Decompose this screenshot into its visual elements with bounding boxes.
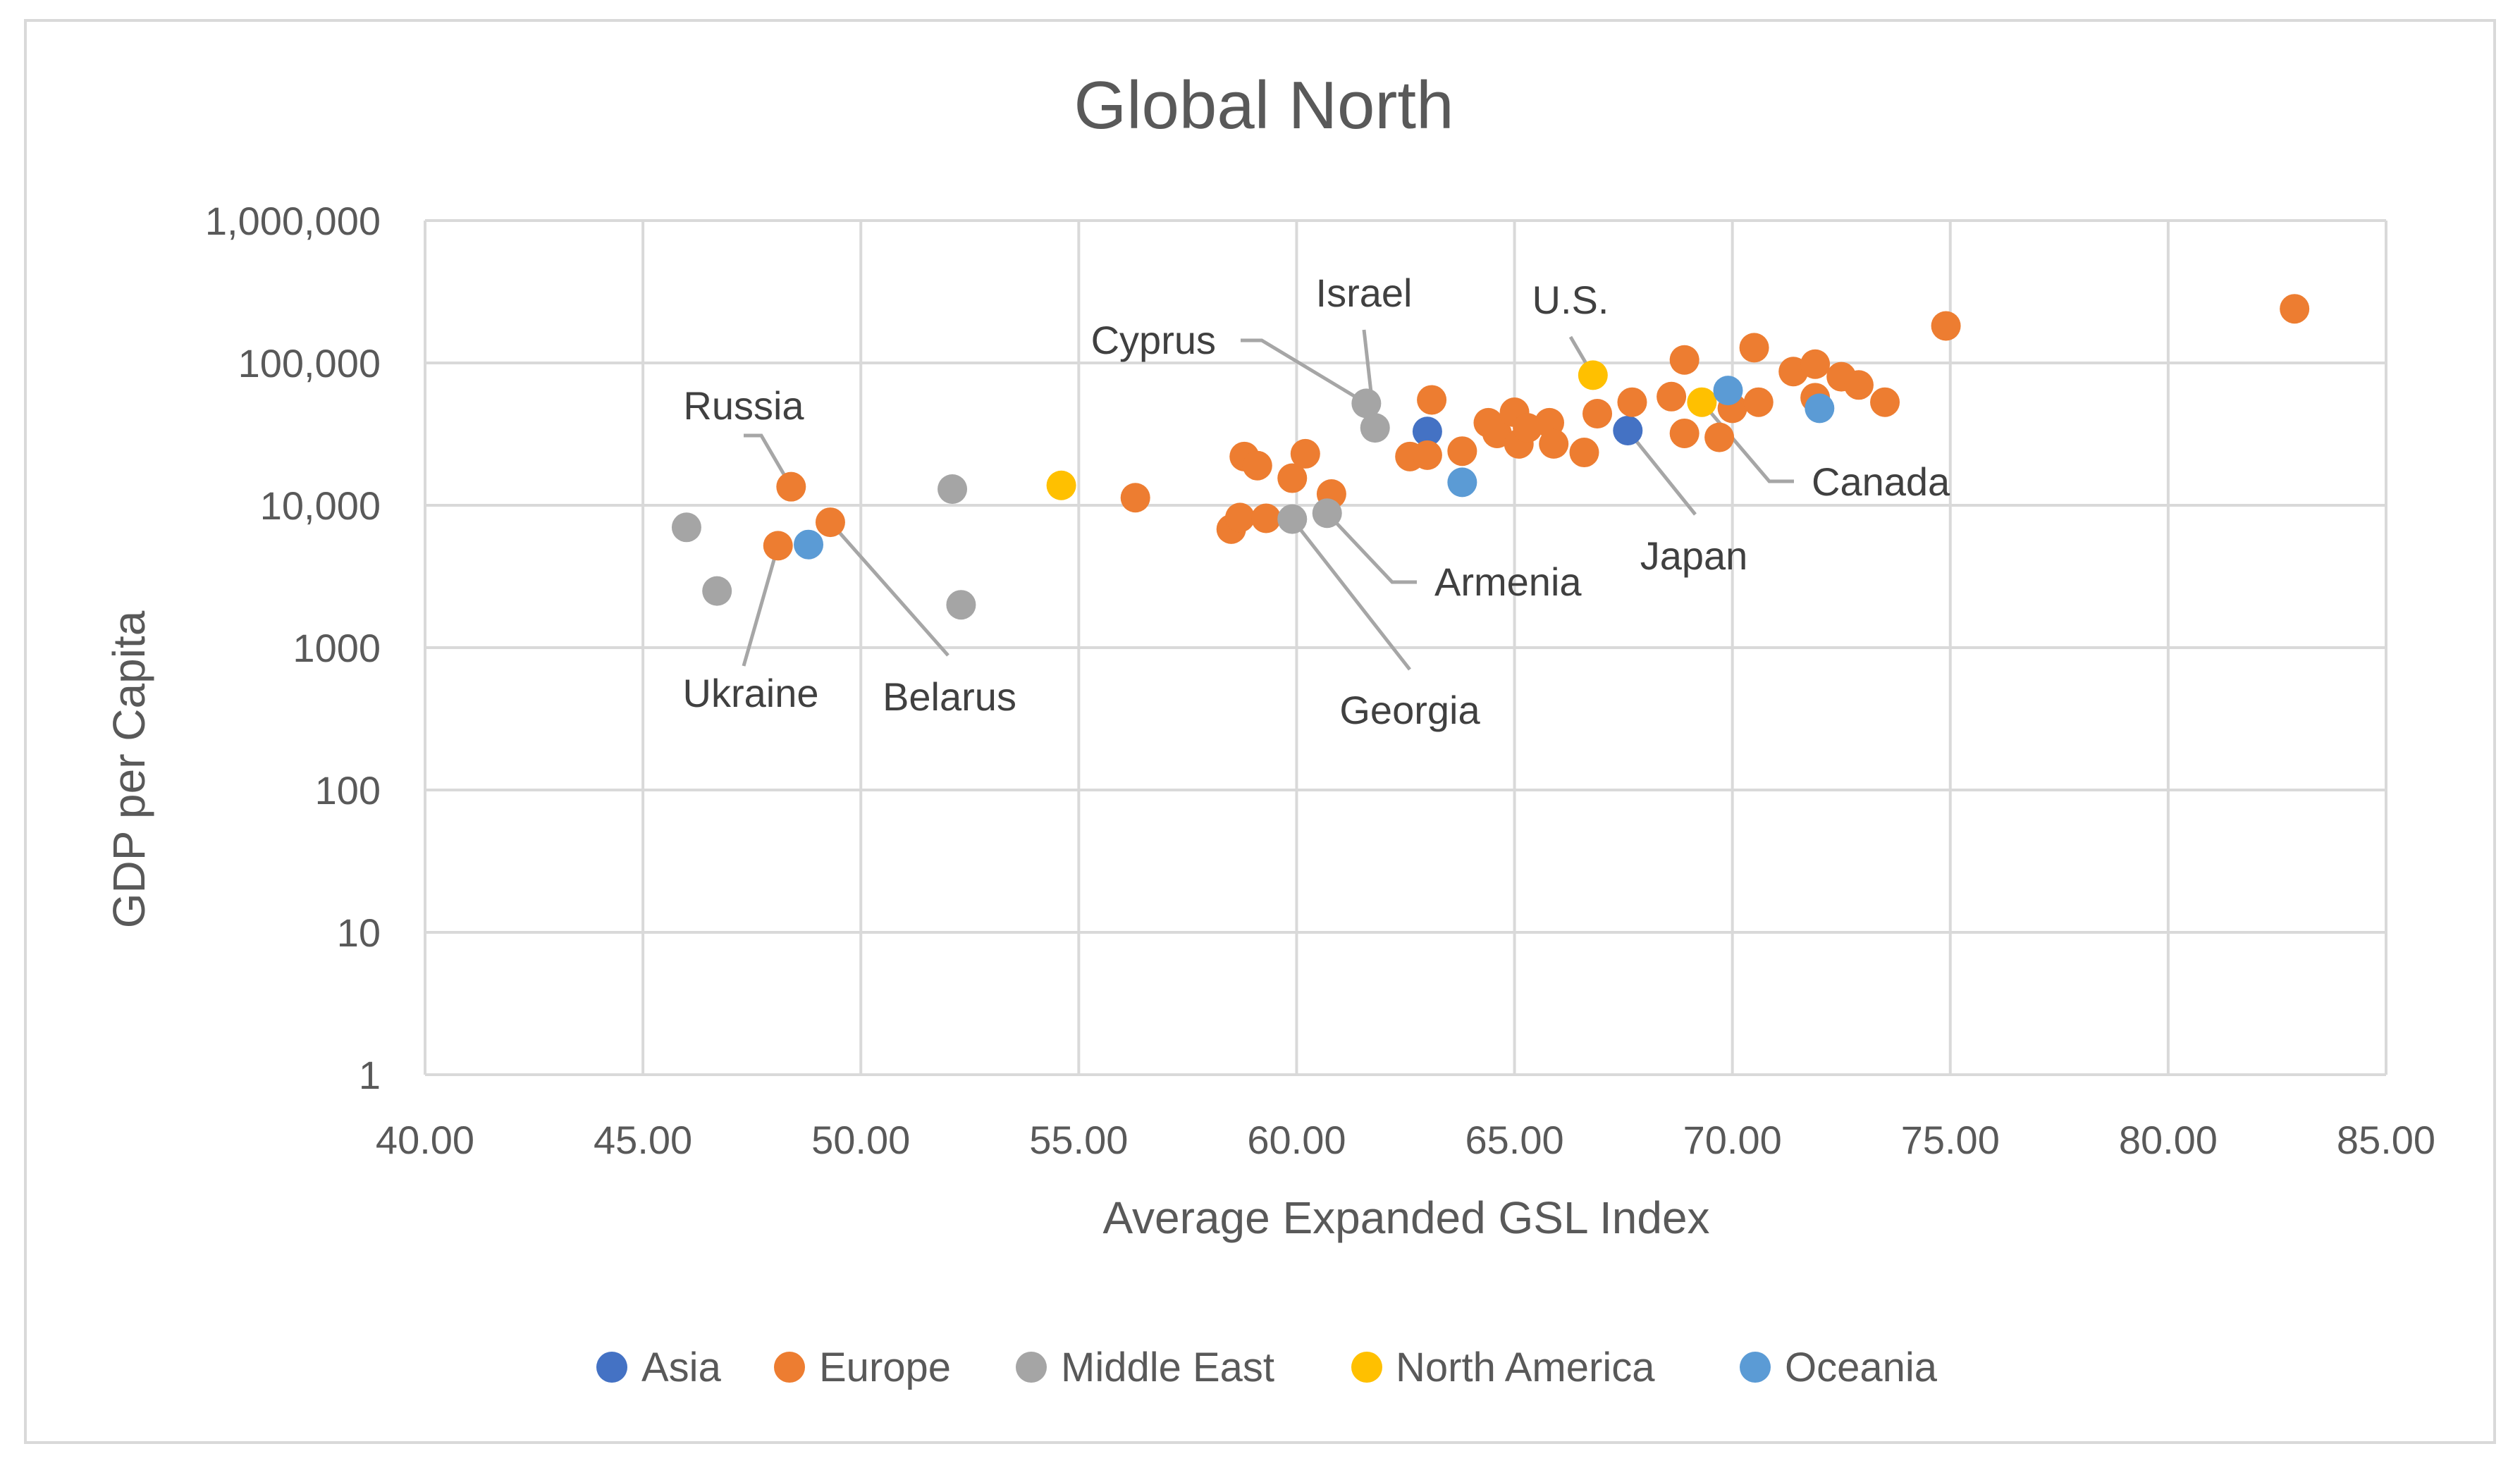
- x-tick-label: 45.00: [594, 1118, 692, 1162]
- data-points: [671, 294, 2310, 620]
- data-point-north-america: [1687, 387, 1717, 417]
- callout-label: U.S.: [1532, 278, 1609, 322]
- y-tick-label: 10: [337, 910, 381, 955]
- data-point-europe: [2280, 294, 2310, 324]
- data-point-europe: [1447, 436, 1477, 467]
- data-point-europe: [1539, 428, 1569, 459]
- legend: Asia Europe Middle East North America Oceani…: [596, 1345, 1938, 1390]
- legend-label: Oceania: [1785, 1345, 1938, 1390]
- data-point-oceania: [794, 529, 824, 560]
- legend-marker: [774, 1352, 805, 1383]
- callout-label: Russia: [683, 383, 804, 428]
- x-tick-label: 50.00: [811, 1118, 910, 1162]
- data-point-europe: [1617, 387, 1647, 417]
- data-point-europe: [1417, 385, 1447, 415]
- data-point-europe: [1870, 387, 1900, 417]
- axis-ticks: 40.00 45.00 50.00 55.00 60.00 65.00 70.00 75.00…: [205, 199, 2435, 1162]
- legend-label: North America: [1396, 1345, 1655, 1390]
- callout-label: Japan: [1640, 533, 1748, 578]
- data-point-europe: [776, 471, 806, 502]
- plot-grid: [424, 219, 2387, 1076]
- y-tick-label: 1000: [293, 626, 381, 670]
- callout-leader-line: [1325, 512, 1417, 584]
- y-axis-title: GDP per Capita: [104, 610, 154, 928]
- data-point-europe: [1582, 399, 1613, 429]
- callout-leader-line: [1241, 338, 1367, 405]
- data-point-europe: [1251, 503, 1281, 533]
- legend-marker: [1351, 1352, 1382, 1383]
- callout-label: Canada: [1812, 459, 1950, 504]
- callout-label: Belarus: [883, 674, 1016, 719]
- data-point-europe: [1569, 438, 1599, 468]
- data-point-europe: [1290, 438, 1320, 469]
- data-point-middle-east: [671, 512, 701, 543]
- callout-label: Georgia: [1339, 688, 1480, 732]
- data-point-europe: [815, 507, 845, 538]
- data-point-middle-east: [1277, 504, 1308, 534]
- data-point-europe: [1800, 349, 1831, 379]
- data-point-europe: [1657, 381, 1687, 412]
- data-point-europe: [1225, 502, 1255, 533]
- data-point-north-america: [1046, 470, 1076, 500]
- data-point-europe: [1412, 440, 1442, 470]
- legend-marker: [1016, 1352, 1047, 1383]
- x-tick-label: 40.00: [376, 1118, 474, 1162]
- x-tick-label: 85.00: [2337, 1118, 2435, 1162]
- x-tick-label: 55.00: [1029, 1118, 1128, 1162]
- y-tick-label: 100: [315, 768, 381, 813]
- data-point-middle-east: [1360, 413, 1390, 443]
- callout-leader-line: [1291, 518, 1411, 671]
- data-point-middle-east: [1351, 388, 1382, 419]
- data-point-europe: [1120, 483, 1150, 513]
- callout-label: Ukraine: [683, 671, 819, 715]
- legend-marker: [596, 1352, 627, 1383]
- y-tick-label: 1: [359, 1053, 381, 1097]
- callout-leader-line: [1626, 429, 1697, 516]
- data-point-europe: [1277, 463, 1308, 493]
- data-point-asia: [1613, 415, 1643, 445]
- callout-leader-line: [829, 521, 949, 657]
- y-tick-label: 10,000: [260, 483, 381, 528]
- data-point-north-america: [1578, 360, 1608, 390]
- legend-label: Middle East: [1061, 1345, 1274, 1390]
- data-point-europe: [1704, 422, 1735, 452]
- data-point-oceania: [1447, 467, 1477, 498]
- callout-leader-line: [742, 545, 780, 667]
- data-point-middle-east: [938, 474, 968, 504]
- chart-title: Global North: [1074, 68, 1454, 143]
- x-tick-label: 75.00: [1901, 1118, 2000, 1162]
- data-point-middle-east: [946, 590, 976, 620]
- data-point-europe: [1669, 418, 1700, 448]
- callout-leaders: [742, 329, 1794, 671]
- data-point-middle-east: [1312, 498, 1342, 529]
- x-tick-label: 65.00: [1465, 1118, 1563, 1162]
- legend-label: Asia: [641, 1345, 722, 1390]
- data-point-europe: [1242, 450, 1272, 481]
- data-point-europe: [763, 531, 793, 561]
- chart-frame: [24, 19, 2496, 1444]
- data-point-middle-east: [702, 576, 732, 606]
- legend-marker: [1740, 1352, 1771, 1383]
- x-axis-title: Average Expanded GSL Index: [1102, 1192, 1709, 1243]
- data-point-oceania: [1713, 376, 1743, 406]
- callout-leader-line: [744, 433, 793, 488]
- x-tick-label: 80.00: [2119, 1118, 2218, 1162]
- y-tick-label: 100,000: [238, 341, 381, 385]
- data-point-europe: [1743, 387, 1774, 417]
- y-tick-label: 1,000,000: [205, 199, 381, 243]
- data-point-asia: [1412, 416, 1442, 447]
- callout-label: Israel: [1316, 271, 1413, 315]
- legend-label: Europe: [819, 1345, 951, 1390]
- x-tick-label: 70.00: [1683, 1118, 1782, 1162]
- data-point-oceania: [1805, 393, 1835, 424]
- callout-labels: Russia Ukraine Belarus Cyprus Israel U.S. Cana…: [683, 271, 1951, 732]
- x-tick-label: 60.00: [1247, 1118, 1346, 1162]
- data-point-europe: [1669, 345, 1700, 375]
- data-point-europe: [1739, 333, 1769, 363]
- callout-label: Armenia: [1434, 560, 1582, 604]
- callout-label: Cyprus: [1091, 318, 1216, 362]
- data-point-europe: [1843, 370, 1874, 400]
- data-point-europe: [1931, 311, 1961, 341]
